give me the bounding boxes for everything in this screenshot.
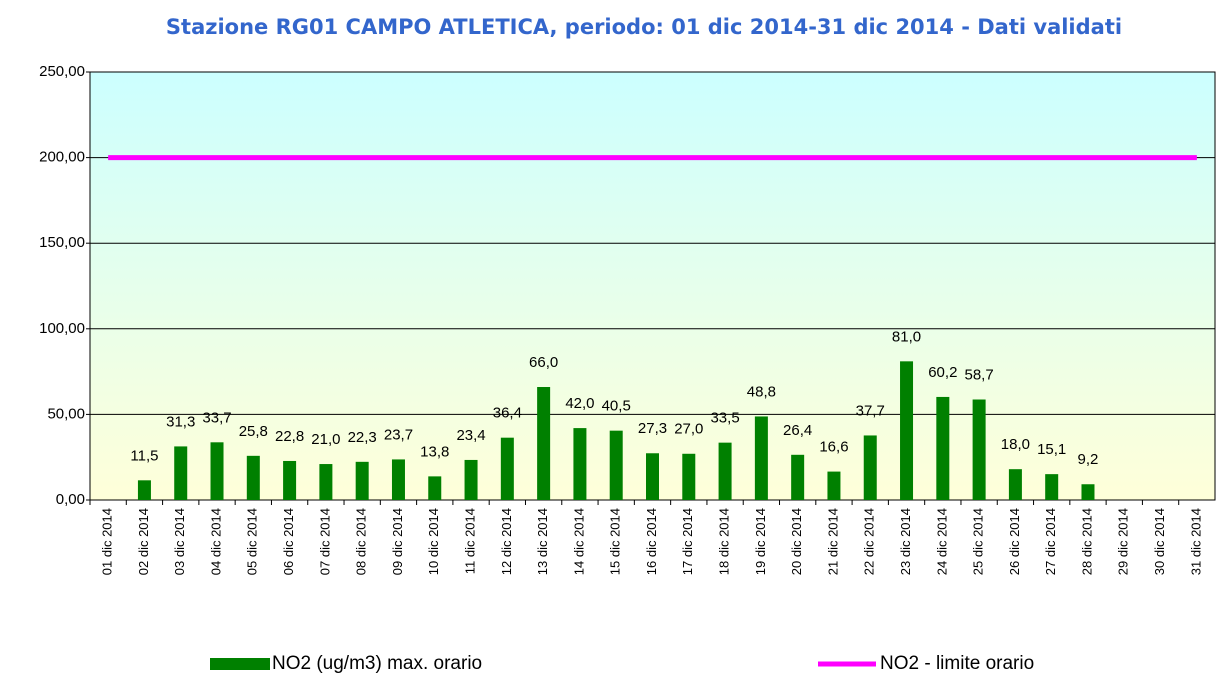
data-label: 36,4: [493, 405, 522, 422]
x-tick-label: 21 dic 2014: [825, 508, 840, 575]
x-tick-label: 15 dic 2014: [608, 508, 623, 575]
data-label: 21,0: [311, 431, 340, 448]
bar: [827, 471, 841, 500]
data-label: 18,0: [1001, 436, 1030, 453]
data-label: 13,8: [420, 443, 449, 460]
chart-title: Stazione RG01 CAMPO ATLETICA, periodo: 0…: [166, 15, 1122, 39]
x-tick-label: 10 dic 2014: [426, 508, 441, 575]
x-tick-label: 09 dic 2014: [390, 508, 405, 575]
bar: [464, 459, 478, 500]
x-tick-label: 26 dic 2014: [1007, 508, 1022, 575]
x-tick-label: 12 dic 2014: [499, 508, 514, 575]
x-tick-label: 20 dic 2014: [789, 508, 804, 575]
data-label: 22,8: [275, 428, 304, 445]
data-label: 22,3: [348, 429, 377, 446]
x-tick-label: 31 dic 2014: [1188, 508, 1203, 575]
x-tick-label: 03 dic 2014: [172, 508, 187, 575]
bar: [682, 453, 696, 500]
data-label: 81,0: [892, 328, 921, 345]
bar: [500, 437, 514, 500]
bar: [174, 446, 188, 500]
data-label: 48,8: [747, 383, 776, 400]
y-tick-label: 100,00: [39, 320, 85, 337]
data-label: 9,2: [1078, 451, 1099, 468]
legend-swatch: [210, 658, 270, 670]
x-tick-label: 18 dic 2014: [717, 508, 732, 575]
bar: [428, 476, 442, 500]
x-tick-label: 08 dic 2014: [354, 508, 369, 575]
x-tick-label: 05 dic 2014: [245, 508, 260, 575]
bar: [936, 396, 950, 500]
x-tick-label: 14 dic 2014: [571, 508, 586, 575]
data-label: 25,8: [239, 423, 268, 440]
bar: [391, 459, 405, 500]
data-label: 31,3: [166, 413, 195, 430]
bar: [646, 453, 659, 500]
data-label: 40,5: [602, 398, 631, 415]
bar: [718, 442, 732, 500]
x-tick-label: 24 dic 2014: [934, 508, 949, 575]
data-label: 66,0: [529, 354, 558, 371]
data-label: 23,4: [456, 427, 485, 444]
bar: [246, 455, 260, 500]
x-tick-label: 17 dic 2014: [680, 508, 695, 575]
x-tick-label: 29 dic 2014: [1116, 508, 1131, 575]
x-tick-label: 07 dic 2014: [317, 508, 332, 575]
data-label: 26,4: [783, 422, 812, 439]
x-tick-label: 27 dic 2014: [1043, 508, 1058, 575]
legend-label: NO2 - limite orario: [880, 653, 1034, 674]
x-tick-label: 04 dic 2014: [208, 508, 223, 575]
x-tick-label: 30 dic 2014: [1152, 508, 1167, 575]
bar: [609, 430, 623, 500]
data-label: 16,6: [819, 439, 848, 456]
y-tick-label: 200,00: [39, 149, 85, 166]
x-tick-label: 06 dic 2014: [281, 508, 296, 575]
data-label: 27,0: [674, 421, 703, 438]
bar: [319, 464, 333, 500]
y-tick-label: 250,00: [39, 63, 85, 80]
bar: [754, 416, 768, 500]
y-tick-label: 50,00: [47, 405, 85, 422]
bar: [791, 454, 805, 500]
x-tick-label: 13 dic 2014: [535, 508, 550, 575]
bar: [355, 461, 369, 500]
bar: [573, 428, 587, 500]
x-tick-label: 25 dic 2014: [971, 508, 986, 575]
bar: [972, 399, 986, 500]
bar: [1008, 469, 1022, 500]
data-label: 42,0: [565, 395, 594, 412]
bar: [1045, 474, 1059, 500]
x-tick-label: 16 dic 2014: [644, 508, 659, 575]
data-label: 37,7: [856, 402, 885, 419]
y-tick-label: 0,00: [56, 491, 85, 508]
data-label: 33,7: [202, 409, 231, 426]
bar: [283, 460, 297, 500]
data-label: 15,1: [1037, 441, 1066, 458]
legend-label: NO2 (ug/m3) max. orario: [272, 653, 482, 674]
data-label: 27,3: [638, 420, 667, 437]
bar: [537, 387, 551, 500]
x-tick-label: 28 dic 2014: [1079, 508, 1094, 575]
x-tick-label: 02 dic 2014: [136, 508, 151, 575]
x-tick-label: 22 dic 2014: [862, 508, 877, 575]
x-tick-label: 01 dic 2014: [100, 508, 115, 575]
bar: [137, 480, 151, 500]
data-label: 58,7: [965, 366, 994, 383]
bar: [863, 435, 877, 500]
x-tick-label: 19 dic 2014: [753, 508, 768, 575]
data-label: 11,5: [130, 447, 158, 464]
x-tick-label: 23 dic 2014: [898, 508, 913, 575]
bar: [900, 361, 914, 500]
y-tick-label: 150,00: [39, 234, 85, 251]
data-label: 23,7: [384, 426, 413, 443]
plot-area: [90, 72, 1215, 500]
data-label: 60,2: [928, 364, 957, 381]
bar: [1081, 484, 1095, 500]
bar: [210, 442, 224, 500]
data-label: 33,5: [710, 410, 739, 427]
x-tick-label: 11 dic 2014: [462, 508, 477, 574]
